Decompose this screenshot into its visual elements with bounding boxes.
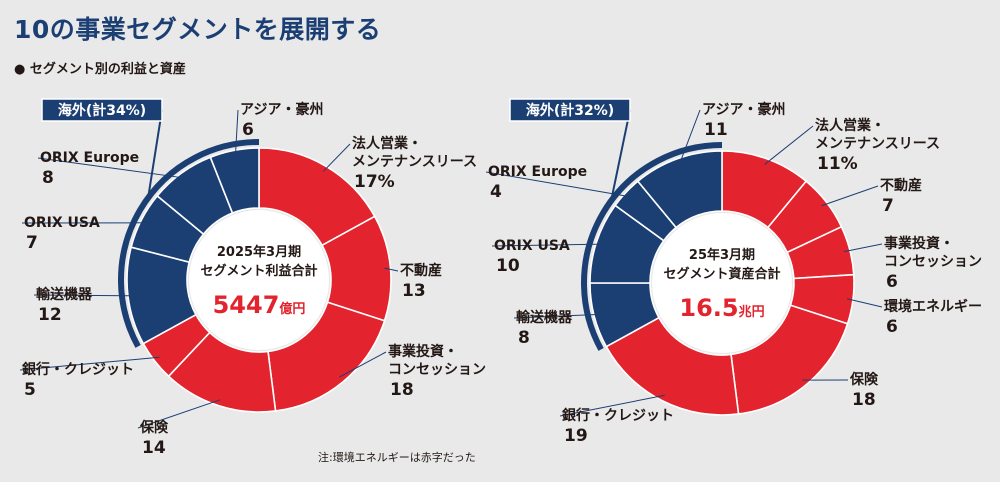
- slice-value-6: 19: [564, 426, 588, 446]
- leader-line-1: [764, 125, 814, 165]
- donut-chart-1: 法人営業・メンテナンスリース 17% 不動産 13 事業投資・コンセッション 18 保険 14…: [19, 98, 486, 458]
- leader-line-9: [485, 171, 631, 198]
- center-label-1: 25年3月期: [689, 247, 755, 263]
- leader-line-4: [846, 298, 883, 308]
- slice-label-5-line-1: 保険: [849, 371, 879, 388]
- slice-10: [636, 150, 723, 229]
- leader-line-8: [37, 157, 186, 179]
- center-total-unit: 兆円: [739, 304, 765, 320]
- slice-value-5: 18: [852, 390, 876, 410]
- center-total-unit: 億円: [279, 301, 305, 317]
- slice-label-7-line-1: 輸送機器: [516, 309, 573, 326]
- slice-value-4: 6: [886, 317, 898, 337]
- slice-value-3: 18: [390, 380, 414, 400]
- slice-label-7-line-1: ORIX USA: [24, 215, 100, 231]
- slice-label-9-line-1: ORIX Europe: [488, 164, 587, 180]
- slice-label-8-line-1: ORIX Europe: [40, 150, 139, 166]
- center-hole: [652, 213, 792, 353]
- slice-label-1-line-1: 法人営業・: [352, 135, 422, 152]
- leader-line-2: [384, 267, 399, 272]
- slice-label-5-line-1: 銀行・クレジット: [22, 361, 134, 378]
- overseas-badge: [41, 98, 163, 122]
- slice-label-6-line-1: 輸送機器: [36, 286, 93, 303]
- slice-value-8: 8: [42, 168, 54, 188]
- slice-label-10-line-1: アジア・豪州: [702, 101, 785, 118]
- center-total: 16.5兆円: [679, 294, 764, 322]
- slice-label-3-line-1: 事業投資・: [388, 343, 458, 360]
- leader-line-3: [843, 243, 883, 253]
- slice-label-1-line-1: 法人営業・: [815, 117, 885, 134]
- slice-label-4-line-1: 保険: [139, 419, 169, 436]
- badge-connector: [147, 109, 163, 198]
- leader-line-2: [821, 185, 879, 207]
- leader-line-6: [33, 294, 134, 297]
- center-total: 5447億円: [213, 291, 306, 319]
- slice-value-7: 7: [26, 233, 38, 253]
- slice-label-2-line-1: 不動産: [880, 177, 922, 194]
- footnote: 注:環境エネルギーは赤字だった: [318, 451, 476, 464]
- page-title: 10の事業セグメントを展開する: [14, 15, 382, 44]
- slice-label-1-line-2: メンテナンスリース: [352, 154, 477, 170]
- overseas-ring: [118, 139, 260, 348]
- slice-value-9: 6: [242, 120, 254, 140]
- slice-value-8: 10: [496, 256, 520, 276]
- overseas-badge-label: 海外(計34%): [58, 102, 146, 119]
- slice-label-3-line-2: コンセッション: [884, 254, 982, 270]
- center-total-value: 16.5: [679, 294, 738, 322]
- badge-connector: [610, 109, 631, 202]
- slice-label-3-line-1: 事業投資・: [884, 235, 954, 252]
- slice-value-1: 11%: [817, 154, 858, 174]
- slice-label-1-line-2: メンテナンスリース: [815, 136, 940, 152]
- center-label-1: 2025年3月期: [217, 244, 301, 260]
- slice-label-3-line-2: コンセッション: [388, 362, 486, 378]
- slice-value-2: 13: [402, 281, 426, 301]
- leader-line-4: [137, 399, 221, 429]
- leader-line-1: [322, 143, 351, 172]
- leader-line-3: [339, 351, 387, 378]
- slice-value-7: 8: [518, 328, 530, 348]
- slice-value-5: 5: [24, 380, 36, 400]
- slice-value-10: 11: [704, 120, 728, 140]
- slice-label-2-line-1: 不動産: [400, 262, 442, 279]
- chart-subtitle: ● セグメント別の利益と資産: [14, 62, 186, 77]
- slice-label-4-line-1: 環境エネルギー: [884, 298, 982, 315]
- slice-value-9: 4: [490, 182, 502, 202]
- overseas-badge-label: 海外(計32%): [526, 102, 614, 119]
- donut-chart-2: 法人営業・メンテナンスリース 11% 不動産 7 事業投資・コンセッション 6 環境エネルギ…: [485, 98, 982, 446]
- slice-label-9-line-1: アジア・豪州: [240, 101, 323, 118]
- leader-line-8: [491, 243, 603, 247]
- slice-label-6-line-1: 銀行・クレジット: [562, 407, 674, 424]
- slice-label-8-line-1: ORIX USA: [494, 238, 570, 254]
- overseas-ring: [581, 142, 723, 351]
- slice-value-2: 7: [882, 196, 894, 216]
- slice-value-3: 6: [886, 272, 898, 292]
- slice-value-4: 14: [142, 438, 166, 458]
- center-hole: [189, 210, 329, 350]
- center-total-value: 5447: [213, 291, 280, 319]
- leader-line-9: [234, 109, 239, 157]
- slice-9: [209, 147, 260, 215]
- slice-value-6: 12: [38, 305, 62, 325]
- leader-line-10: [678, 109, 701, 165]
- leader-line-6: [559, 394, 665, 417]
- slice-value-1: 17%: [354, 172, 395, 192]
- overseas-badge: [509, 98, 631, 122]
- leader-line-5: [19, 356, 160, 371]
- center-label-2: セグメント資産合計: [663, 266, 780, 282]
- center-label-2: セグメント利益合計: [200, 263, 317, 279]
